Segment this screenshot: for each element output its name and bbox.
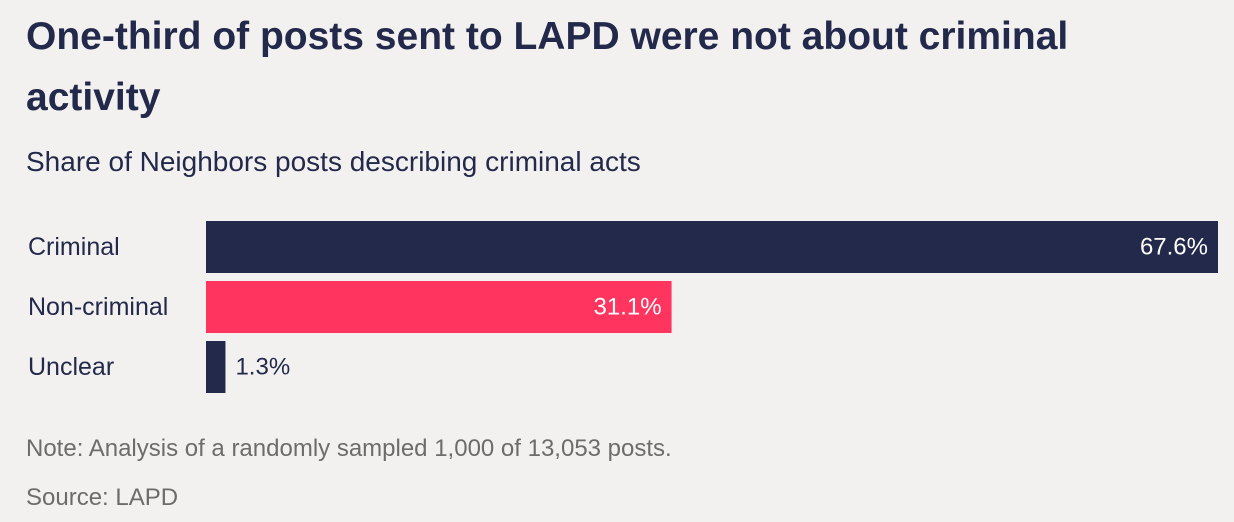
bar-criminal [206,221,1218,273]
value-label-non-criminal: 31.1% [594,294,662,321]
chart-source: Source: LAPD [26,484,179,511]
value-label-criminal: 67.6% [1140,234,1208,261]
bar-chart: Criminal 67.6% Non-criminal 31.1% Unclear 1.3… [28,221,1218,393]
chart-note: Note: Analysis of a randomly sampled 1,0… [26,435,672,462]
category-label-unclear: Unclear [28,353,114,381]
bar-unclear [206,341,226,393]
chart-subtitle: Share of Neighbors posts describing crim… [26,146,641,177]
value-label-unclear: 1.3% [235,354,290,381]
category-label-non-criminal: Non-criminal [28,293,168,321]
chart-title: One-third of posts sent to LAPD were not… [26,15,1069,119]
category-label-criminal: Criminal [28,233,120,261]
bar-non-criminal [206,281,672,333]
